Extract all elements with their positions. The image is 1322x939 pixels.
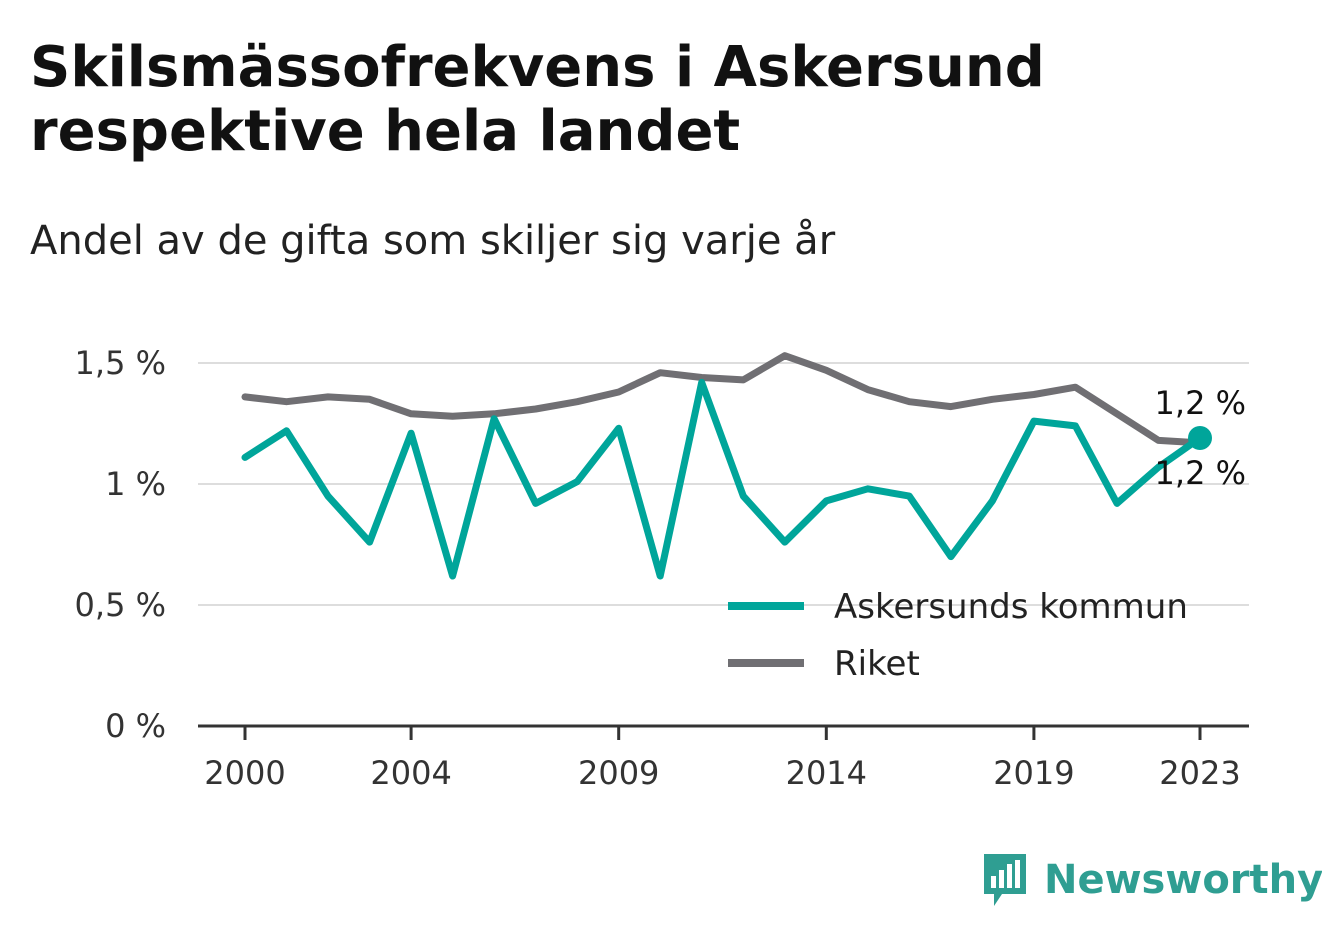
legend: Askersunds kommun Riket [728,587,1188,684]
brand-logo: Newsworthy [980,850,1322,910]
x-tick-label: 2014 [786,754,867,792]
x-axis-ticks: 2000 2004 2009 2014 2019 2023 [204,726,1241,792]
x-tick-label: 2023 [1159,754,1240,792]
legend-label: Riket [834,644,920,684]
y-tick-label: 1,5 % [75,344,166,382]
end-point-askersund [1188,426,1212,451]
y-tick-label: 1 % [105,465,166,503]
x-tick-label: 2009 [578,754,659,792]
legend-label: Askersunds kommun [834,587,1188,627]
end-label-riket: 1,2 % [1155,454,1246,492]
chart-title: Skilsmässofrekvens i Askersund respektiv… [30,35,1045,164]
x-tick-label: 2004 [370,754,451,792]
y-tick-label: 0,5 % [75,586,166,624]
end-labels: 1,2 % 1,2 % [1155,384,1246,492]
series-line-riket [241,352,1204,447]
x-tick-label: 2000 [204,754,285,792]
brand-name: Newsworthy [1044,857,1322,903]
bar-chart-speech-bubble-icon [984,854,1026,906]
series-line-askersund [241,378,1204,580]
series-lines [241,352,1204,580]
y-axis-ticks: 0 % 0,5 % 1 % 1,5 % [75,344,166,745]
x-tick-label: 2019 [993,754,1074,792]
y-tick-label: 0 % [105,707,166,745]
end-label-askersund: 1,2 % [1155,384,1246,422]
chart-subtitle: Andel av de gifta som skiljer sig varje … [30,218,836,264]
gridlines [198,362,1249,606]
